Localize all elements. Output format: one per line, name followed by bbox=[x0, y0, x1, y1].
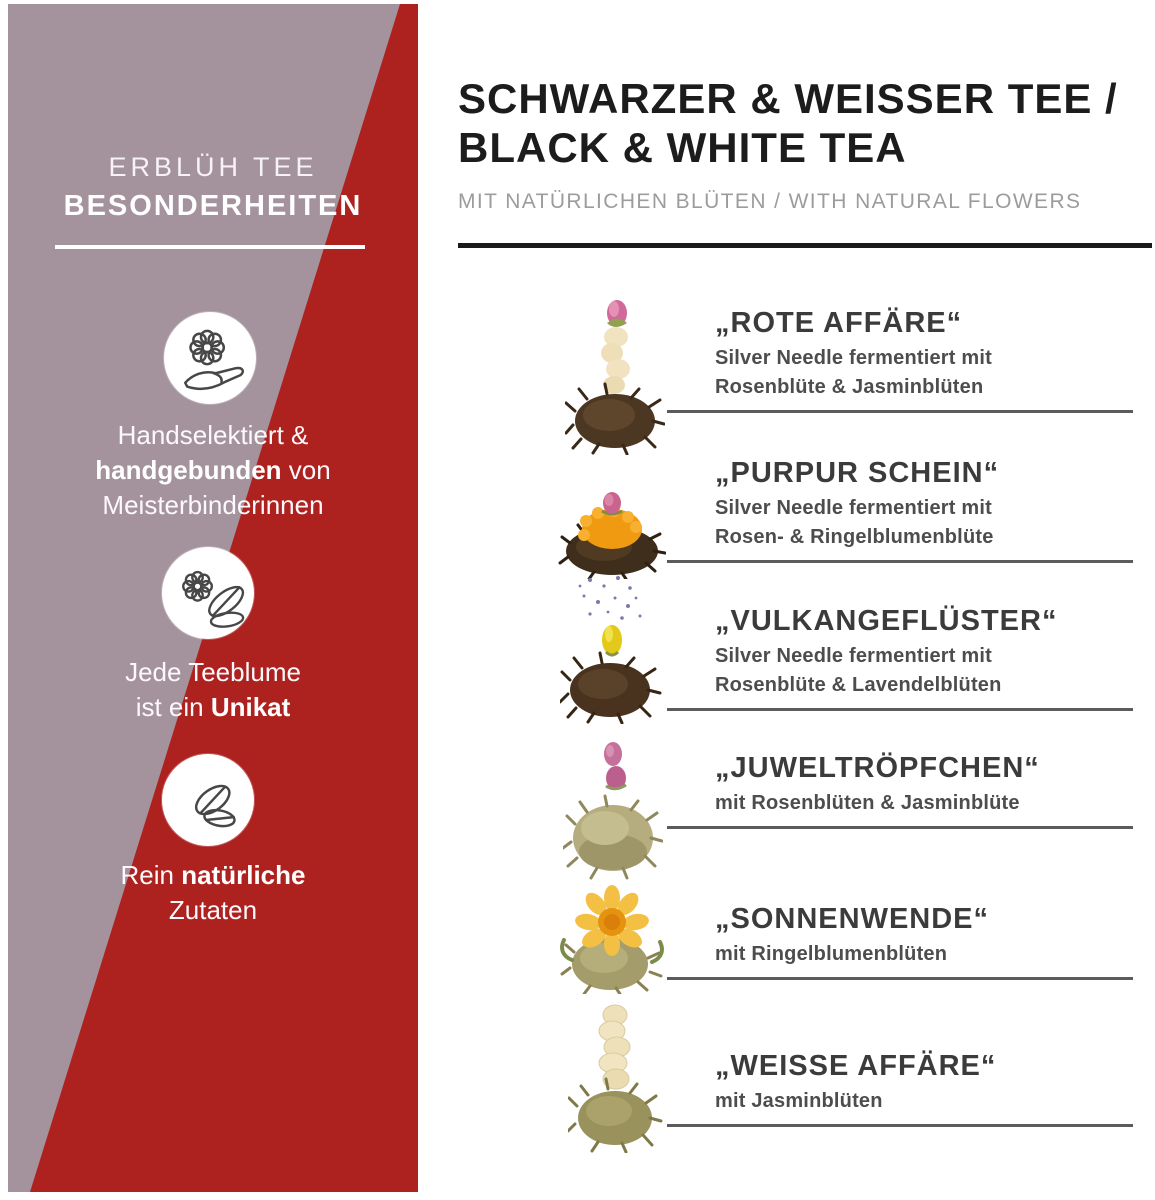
product-desc-line1: mit Jasminblüten bbox=[715, 1090, 883, 1112]
tea-bloom-purpur-schein bbox=[558, 487, 667, 584]
product-desc-line1: Silver Needle fermentiert mit bbox=[715, 497, 993, 519]
tea-bloom-rote-affaere bbox=[564, 293, 666, 460]
product-row-purpur-schein: „PURPUR SCHEIN“ Silver Needle fermentier… bbox=[667, 456, 1133, 563]
product-desc-line1: mit Ringelblumenblüten bbox=[715, 943, 948, 965]
product-title: „VULKANGEFLÜSTER“ bbox=[715, 605, 1058, 637]
feature1-line2-bold: handgebunden bbox=[95, 455, 282, 485]
product-row-vulkangefluester: „VULKANGEFLÜSTER“ Silver Needle fermenti… bbox=[667, 604, 1133, 711]
sidebar: ERBLÜH TEE BESONDERHEITEN Handselektiert… bbox=[8, 4, 418, 1192]
sidebar-title-line1: ERBLÜH TEE bbox=[108, 152, 318, 182]
tea-bloom-juweltroepfchen bbox=[561, 740, 664, 887]
feature2-line2-bold: Unikat bbox=[210, 692, 291, 722]
feature2-line1: Jede Teeblume bbox=[125, 657, 301, 687]
product-desc-line1: Silver Needle fermentiert mit bbox=[715, 645, 993, 667]
feature1-line1: Handselektiert & bbox=[117, 420, 309, 450]
product-title: „PURPUR SCHEIN“ bbox=[715, 457, 1000, 489]
page-title-line1: SCHWARZER & WEISSER TEE / bbox=[458, 75, 1118, 122]
page-title: SCHWARZER & WEISSER TEE / BLACK & WHITE … bbox=[458, 74, 1155, 172]
product-title: „JUWELTRÖPFCHEN“ bbox=[715, 752, 1040, 784]
tea-bloom-vulkangefluester bbox=[558, 572, 665, 729]
feature3-line1-rest: Rein bbox=[120, 860, 182, 890]
product-separator bbox=[667, 977, 1133, 980]
header-rule bbox=[458, 243, 1152, 248]
product-separator bbox=[667, 708, 1133, 711]
page-title-line2: BLACK & WHITE TEA bbox=[458, 124, 907, 171]
feature3-line1-bold: natürliche bbox=[181, 860, 306, 890]
product-desc-line2: Rosenblüte & Jasminblüten bbox=[715, 376, 984, 398]
product-separator bbox=[667, 410, 1133, 413]
product-row-rote-affaere: „ROTE AFFÄRE“ Silver Needle fermentiert … bbox=[667, 306, 1133, 413]
feature-circle-3 bbox=[162, 754, 254, 846]
feature2-line2-rest: ist ein bbox=[135, 692, 211, 722]
feature1-line3: Meisterbinderinnen bbox=[102, 490, 324, 520]
product-desc-line2: Rosenblüte & Lavendelblüten bbox=[715, 674, 1002, 696]
product-desc-line1: Silver Needle fermentiert mit bbox=[715, 347, 993, 369]
hand-with-flower-icon bbox=[184, 329, 245, 390]
flower-with-leaf-icon bbox=[182, 570, 245, 628]
product-separator bbox=[667, 826, 1133, 829]
product-title: „WEISSE AFFÄRE“ bbox=[715, 1050, 997, 1082]
two-leaves-icon bbox=[194, 784, 236, 828]
feature1-line2-rest: von bbox=[281, 455, 331, 485]
product-separator bbox=[667, 560, 1133, 563]
product-desc-line2: Rosen- & Ringelblumenblüte bbox=[715, 526, 994, 548]
product-separator bbox=[667, 1124, 1133, 1127]
product-row-juweltroepfchen: „JUWELTRÖPFCHEN“ mit Rosenblüten & Jasmi… bbox=[667, 751, 1133, 829]
tea-bloom-sonnenwende bbox=[560, 882, 665, 999]
feature3-line2: Zutaten bbox=[168, 895, 258, 925]
sidebar-divider bbox=[55, 245, 365, 249]
feature-circle-1 bbox=[164, 312, 256, 404]
feature-text-3: Rein natürliche Zutaten bbox=[8, 858, 418, 928]
feature-text-2: Jede Teeblume ist ein Unikat bbox=[8, 655, 418, 725]
product-title: „ROTE AFFÄRE“ bbox=[715, 307, 963, 339]
feature-text-1: Handselektiert & handgebunden von Meiste… bbox=[8, 418, 418, 523]
sidebar-title-line2: BESONDERHEITEN bbox=[63, 190, 363, 222]
product-title: „SONNENWENDE“ bbox=[715, 903, 990, 935]
product-row-weisse-affaere: „WEISSE AFFÄRE“ mit Jasminblüten bbox=[667, 1049, 1133, 1127]
tea-bloom-weisse-affaere bbox=[566, 1003, 663, 1158]
feature-circle-2 bbox=[162, 547, 254, 639]
product-row-sonnenwende: „SONNENWENDE“ mit Ringelblumenblüten bbox=[667, 902, 1133, 980]
product-desc-line1: mit Rosenblüten & Jasminblüte bbox=[715, 792, 1020, 814]
page-subtitle: MIT NATÜRLICHEN BLÜTEN / WITH NATURAL FL… bbox=[458, 190, 1082, 213]
